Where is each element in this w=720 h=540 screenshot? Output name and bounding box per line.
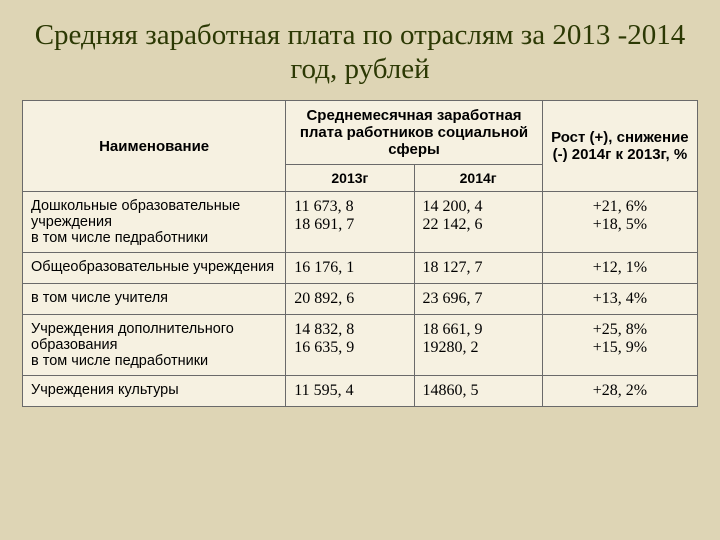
- slide-title: Средняя заработная плата по отраслям за …: [22, 18, 698, 86]
- table-row: Общеобразовательные учреждения 16 176, 1…: [23, 253, 698, 284]
- cell-growth: +28, 2%: [542, 376, 697, 407]
- cell-growth: +25, 8%+15, 9%: [542, 315, 697, 376]
- cell-growth: +21, 6%+18, 5%: [542, 192, 697, 253]
- cell-2013: 20 892, 6: [286, 284, 414, 315]
- cell-2014: 18 661, 919280, 2: [414, 315, 542, 376]
- cell-2014: 14 200, 422 142, 6: [414, 192, 542, 253]
- salary-table: Наименование Среднемесячная заработная п…: [22, 100, 698, 407]
- col-header-2013: 2013г: [286, 165, 414, 192]
- cell-name: Общеобразовательные учреждения: [23, 253, 286, 284]
- header-row-1: Наименование Среднемесячная заработная п…: [23, 101, 698, 165]
- col-header-2014: 2014г: [414, 165, 542, 192]
- cell-2013: 11 595, 4: [286, 376, 414, 407]
- cell-growth: +13, 4%: [542, 284, 697, 315]
- slide: Средняя заработная плата по отраслям за …: [0, 0, 720, 540]
- cell-name: Учреждения дополнительного образованияв …: [23, 315, 286, 376]
- cell-name: Дошкольные образовательные учрежденияв т…: [23, 192, 286, 253]
- col-header-growth: Рост (+), снижение (-) 2014г к 2013г, %: [542, 101, 697, 192]
- cell-2014: 14860, 5: [414, 376, 542, 407]
- cell-2013: 14 832, 816 635, 9: [286, 315, 414, 376]
- table-row: Дошкольные образовательные учрежденияв т…: [23, 192, 698, 253]
- cell-2013: 11 673, 818 691, 7: [286, 192, 414, 253]
- cell-2014: 23 696, 7: [414, 284, 542, 315]
- cell-name: в том числе учителя: [23, 284, 286, 315]
- table-row: в том числе учителя 20 892, 6 23 696, 7 …: [23, 284, 698, 315]
- col-header-avg: Среднемесячная заработная плата работник…: [286, 101, 543, 165]
- col-header-name: Наименование: [23, 101, 286, 192]
- table-row: Учреждения дополнительного образованияв …: [23, 315, 698, 376]
- cell-2013: 16 176, 1: [286, 253, 414, 284]
- table-row: Учреждения культуры 11 595, 4 14860, 5 +…: [23, 376, 698, 407]
- cell-name: Учреждения культуры: [23, 376, 286, 407]
- cell-2014: 18 127, 7: [414, 253, 542, 284]
- cell-growth: +12, 1%: [542, 253, 697, 284]
